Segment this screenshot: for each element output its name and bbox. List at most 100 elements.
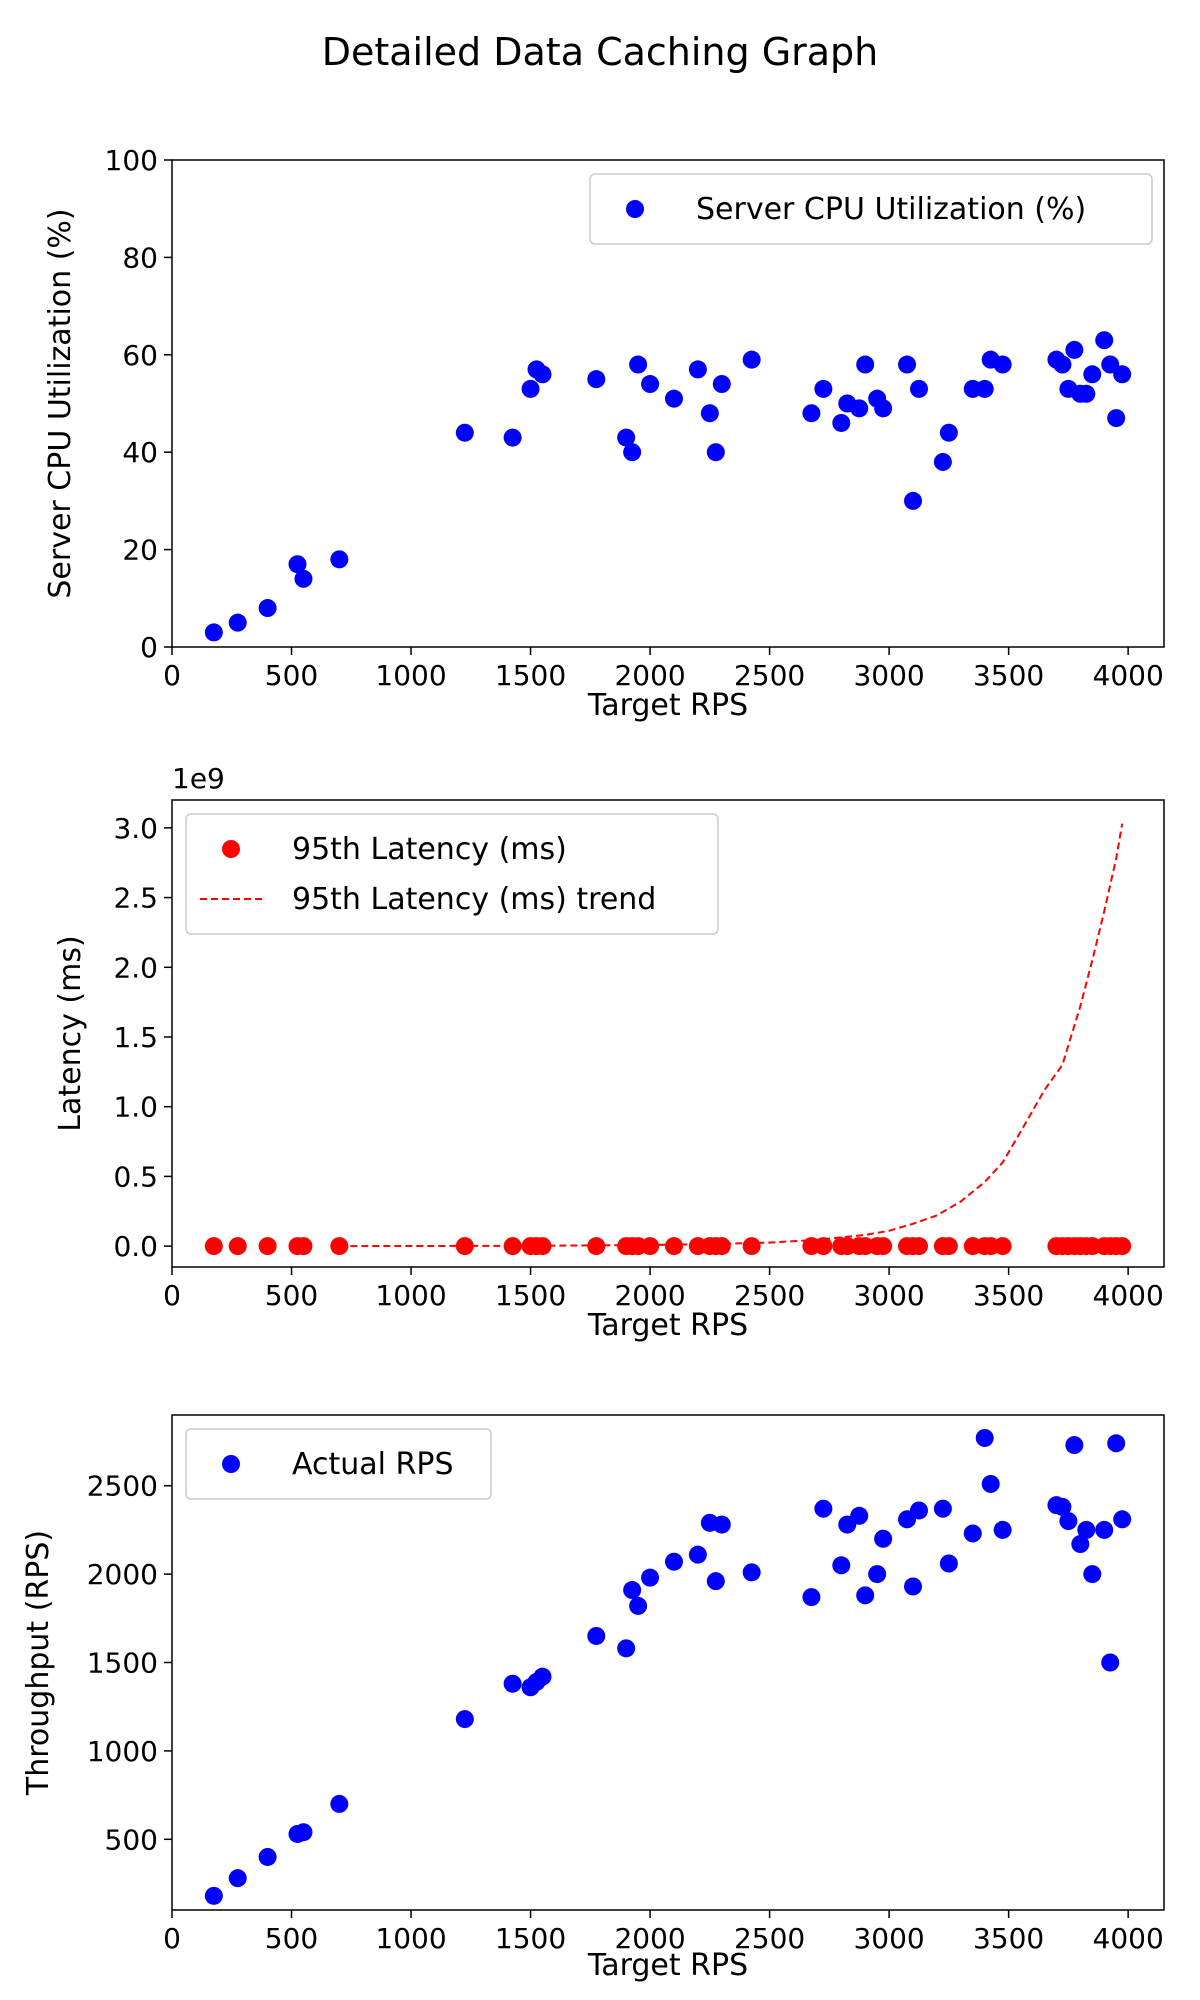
x-tick-label: 500 xyxy=(265,1279,318,1312)
x-tick-label: 2500 xyxy=(734,659,805,692)
data-point xyxy=(975,1428,994,1447)
x-tick-label: 3500 xyxy=(973,1279,1044,1312)
legend-box xyxy=(589,173,1153,245)
data-point xyxy=(706,443,725,462)
y-tick-label: 2.5 xyxy=(113,882,158,915)
data-point xyxy=(623,443,642,462)
data-point xyxy=(1113,1237,1132,1256)
data-point xyxy=(700,404,719,423)
x-tick-label: 1000 xyxy=(375,1279,446,1312)
data-point xyxy=(1083,365,1102,384)
data-point xyxy=(712,375,731,394)
x-axis-label: Target RPS xyxy=(587,1308,748,1343)
trend-line xyxy=(339,823,1124,1248)
data-point xyxy=(1077,1520,1096,1539)
y-axis-label: Server CPU Utilization (%) xyxy=(43,208,78,598)
data-point xyxy=(904,491,923,510)
data-point xyxy=(1101,1653,1120,1672)
data-point xyxy=(258,1237,277,1256)
data-point xyxy=(814,1499,833,1518)
data-point xyxy=(533,1667,552,1686)
data-point xyxy=(742,1237,761,1256)
data-point xyxy=(933,452,952,471)
data-point xyxy=(688,1545,707,1564)
data-point xyxy=(814,379,833,398)
data-point xyxy=(1095,1520,1114,1539)
cpu-utilization-panel: 0 500 1000 1500 2000 2500 3000 3500 4000 0 20 40 60 8… xyxy=(0,144,1200,740)
data-point xyxy=(832,413,851,432)
data-point xyxy=(258,1847,277,1866)
data-point xyxy=(856,355,875,374)
legend-label: 95th Latency (ms) xyxy=(292,832,567,867)
legend-box xyxy=(185,813,719,935)
data-point xyxy=(939,1237,958,1256)
data-point xyxy=(1083,1565,1102,1584)
data-point xyxy=(1101,355,1120,374)
legend-label: Server CPU Utilization (%) xyxy=(696,192,1086,227)
data-point xyxy=(742,350,761,369)
legend-marker-swatch xyxy=(222,840,240,858)
data-point xyxy=(874,1529,893,1548)
data-point xyxy=(904,1577,923,1596)
y-tick-label: 0.5 xyxy=(113,1160,158,1193)
figure-title: Detailed Data Caching Graph xyxy=(321,30,879,74)
data-point xyxy=(868,1565,887,1584)
y-tick-label: 1000 xyxy=(87,1735,158,1768)
y-tick-label: 60 xyxy=(122,339,158,372)
x-tick-label: 2500 xyxy=(734,1922,805,1955)
data-point xyxy=(587,1626,606,1645)
x-tick-label: 4000 xyxy=(1093,1279,1164,1312)
x-tick-label: 1500 xyxy=(495,1279,566,1312)
y-axis-label: Throughput (RPS) xyxy=(21,1530,56,1796)
data-point xyxy=(294,569,313,588)
data-point xyxy=(503,1674,522,1693)
data-point xyxy=(228,1237,247,1256)
data-point xyxy=(204,1886,223,1905)
legend-marker-swatch xyxy=(626,200,644,218)
data-point xyxy=(294,1823,313,1842)
x-tick-label: 500 xyxy=(265,1922,318,1955)
data-point xyxy=(503,428,522,447)
data-point xyxy=(909,379,928,398)
data-point xyxy=(993,1237,1012,1256)
x-tick-label: 4000 xyxy=(1093,1922,1164,1955)
data-point xyxy=(856,1586,875,1605)
x-tick-label: 2000 xyxy=(614,1279,685,1312)
data-point xyxy=(617,428,636,447)
data-point xyxy=(706,1572,725,1591)
x-tick-label: 2500 xyxy=(734,1279,805,1312)
y-tick-label: 20 xyxy=(122,534,158,567)
data-point xyxy=(455,1710,474,1729)
plot-frame xyxy=(171,799,1165,1268)
data-point xyxy=(712,1237,731,1256)
data-point xyxy=(204,1237,223,1256)
data-point xyxy=(963,1524,982,1543)
x-tick-label: 3000 xyxy=(853,659,924,692)
y-axis-label: Latency (ms) xyxy=(53,935,88,1131)
data-point xyxy=(288,555,307,574)
x-tick-label: 0 xyxy=(163,659,181,692)
data-point xyxy=(258,599,277,618)
latency-panel: 0 500 1000 1500 2000 2500 3000 3500 4000 0.0 0.5 1.… xyxy=(0,760,1200,1350)
data-point xyxy=(874,399,893,418)
plot-frame xyxy=(171,159,1165,648)
data-point xyxy=(629,355,648,374)
y-tick-label: 0 xyxy=(140,631,158,664)
y-tick-label: 0.0 xyxy=(113,1230,158,1263)
data-point xyxy=(521,379,540,398)
data-point xyxy=(1065,340,1084,359)
data-point xyxy=(939,423,958,442)
data-point xyxy=(664,389,683,408)
data-point xyxy=(587,370,606,389)
x-axis-label: Target RPS xyxy=(587,688,748,723)
data-point xyxy=(742,1563,761,1582)
data-point xyxy=(1071,1535,1090,1554)
data-point xyxy=(712,1515,731,1534)
data-point xyxy=(204,623,223,642)
y-tick-label: 2.0 xyxy=(113,951,158,984)
x-tick-label: 3500 xyxy=(973,659,1044,692)
x-tick-label: 500 xyxy=(265,659,318,692)
data-point xyxy=(1059,1512,1078,1531)
throughput-panel: 0 500 1000 1500 2000 2500 3000 3500 4000 500 1000 1… xyxy=(0,1405,1200,1995)
y-tick-label: 40 xyxy=(122,436,158,469)
